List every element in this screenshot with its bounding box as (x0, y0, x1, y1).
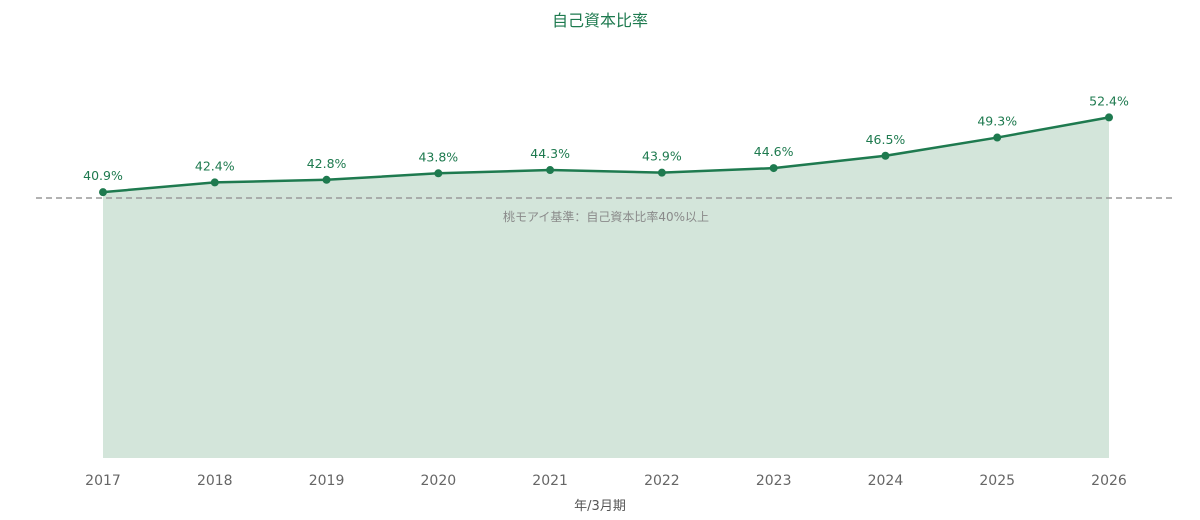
data-point-2026 (1105, 113, 1113, 122)
x-tick-label-2019: 2019 (309, 473, 345, 489)
data-label-2025: 49.3% (977, 114, 1017, 129)
data-labels: 40.9% 42.4% 42.8% 43.8% 44.3% 43.9% 44.6% 46.5%… (83, 93, 1129, 183)
area-fill (103, 117, 1109, 459)
data-point-2024 (881, 151, 890, 160)
x-tick-label-2020: 2020 (421, 473, 457, 489)
data-label-2022: 43.9% (642, 149, 682, 164)
data-point-2018 (210, 178, 219, 187)
series-line (102, 116, 1110, 194)
data-point-2021 (546, 166, 555, 175)
x-tick-label-2023: 2023 (756, 473, 792, 489)
data-points (99, 113, 1113, 197)
x-axis-label: 年/3月期 (574, 499, 626, 514)
data-point-2022 (657, 168, 666, 177)
data-label-2026: 52.4% (1089, 93, 1129, 108)
x-axis-ticks: 2017 2018 2019 2020 2021 2022 2023 2024 2025 2026 (85, 473, 1127, 489)
chart-title: 自己資本比率 (551, 11, 648, 30)
x-tick-label-2022: 2022 (644, 473, 680, 489)
data-point-2020 (434, 169, 443, 178)
data-point-2017 (99, 188, 107, 197)
x-tick-label-2017: 2017 (85, 473, 121, 489)
x-tick-label-2025: 2025 (979, 473, 1015, 489)
x-tick-label-2024: 2024 (868, 473, 904, 489)
reference-line-label: 桃モアイ基準：自己資本比率40%以上 (503, 209, 709, 224)
data-point-2023 (769, 164, 778, 173)
data-label-2019: 42.8% (307, 156, 347, 171)
x-tick-label-2021: 2021 (532, 473, 568, 489)
data-label-2017: 40.9% (83, 168, 123, 183)
data-label-2020: 43.8% (418, 149, 458, 164)
data-point-2019 (322, 175, 331, 184)
data-label-2023: 44.6% (754, 144, 794, 159)
data-label-2018: 42.4% (195, 158, 235, 173)
data-point-2025 (993, 133, 1002, 142)
data-label-2024: 46.5% (866, 132, 906, 147)
x-tick-label-2026: 2026 (1091, 473, 1127, 489)
x-tick-label-2018: 2018 (197, 473, 233, 489)
data-label-2021: 44.3% (530, 146, 570, 161)
